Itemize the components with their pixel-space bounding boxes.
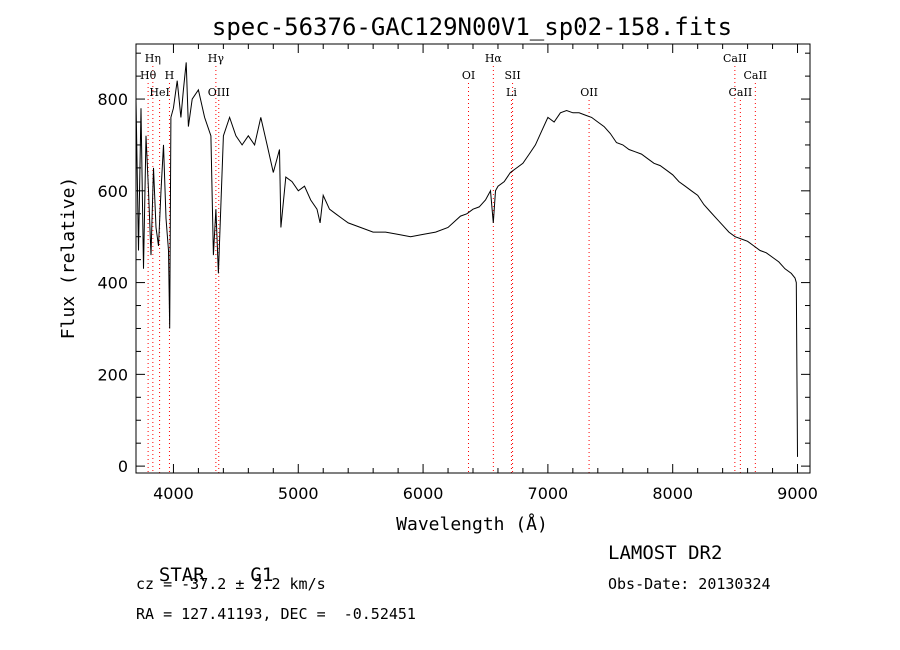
- object-class: STAR: [158, 564, 205, 586]
- line-marker-label: Hθ: [140, 69, 157, 82]
- y-tick-label: 400: [97, 274, 128, 293]
- y-axis-label: Flux (relative): [58, 177, 79, 340]
- y-tick-label: 200: [97, 365, 128, 384]
- line-marker-labels: Hη Hθ H HeI Hγ OIII Hα OI SII Li OII CaII CaII CaII: [140, 52, 767, 99]
- x-axis-label: Wavelength (Å): [396, 513, 548, 535]
- line-markers: [147, 66, 756, 473]
- line-marker-label: OII: [580, 86, 598, 99]
- spectrum-series-line: [135, 62, 798, 457]
- line-marker-label: OI: [462, 69, 475, 82]
- line-marker-label: Li: [506, 86, 517, 99]
- line-marker-label: Hη: [145, 52, 161, 65]
- coordinates-text: RA = 127.41193, DEC = -0.52451: [136, 605, 416, 623]
- x-tick-label: 5000: [278, 484, 319, 503]
- line-marker-label: SII: [504, 69, 520, 82]
- line-marker-label: H: [165, 69, 175, 82]
- x-tick-label: 7000: [528, 484, 569, 503]
- axis-ticks: 4000 5000 6000 7000 8000 9000 0 200 400 600 800: [97, 44, 818, 503]
- line-marker-label: CaII: [743, 69, 767, 82]
- x-tick-label: 8000: [652, 484, 693, 503]
- chart-title: spec-56376-GAC129N00V1_sp02-158.fits: [212, 13, 732, 41]
- y-tick-label: 600: [97, 182, 128, 201]
- line-marker-label: CaII: [729, 86, 753, 99]
- line-marker-label: OIII: [208, 86, 230, 99]
- x-tick-label: 9000: [777, 484, 818, 503]
- obs-date-text: Obs-Date: 20130324: [608, 575, 771, 593]
- y-tick-label: 800: [97, 90, 128, 109]
- y-tick-label: 0: [118, 457, 128, 476]
- x-tick-label: 6000: [403, 484, 444, 503]
- velocity-text: cz = -37.2 ± 2.2 km/s: [136, 575, 326, 593]
- plot-frame: [135, 43, 811, 474]
- survey-label: LAMOST DR2: [608, 542, 723, 564]
- line-marker-label: HeI: [149, 86, 169, 99]
- object-subclass: G1: [250, 564, 274, 586]
- x-tick-label: 4000: [153, 484, 194, 503]
- line-marker-label: Hγ: [208, 52, 225, 65]
- line-marker-label: CaII: [723, 52, 747, 65]
- line-marker-label: Hα: [485, 52, 503, 65]
